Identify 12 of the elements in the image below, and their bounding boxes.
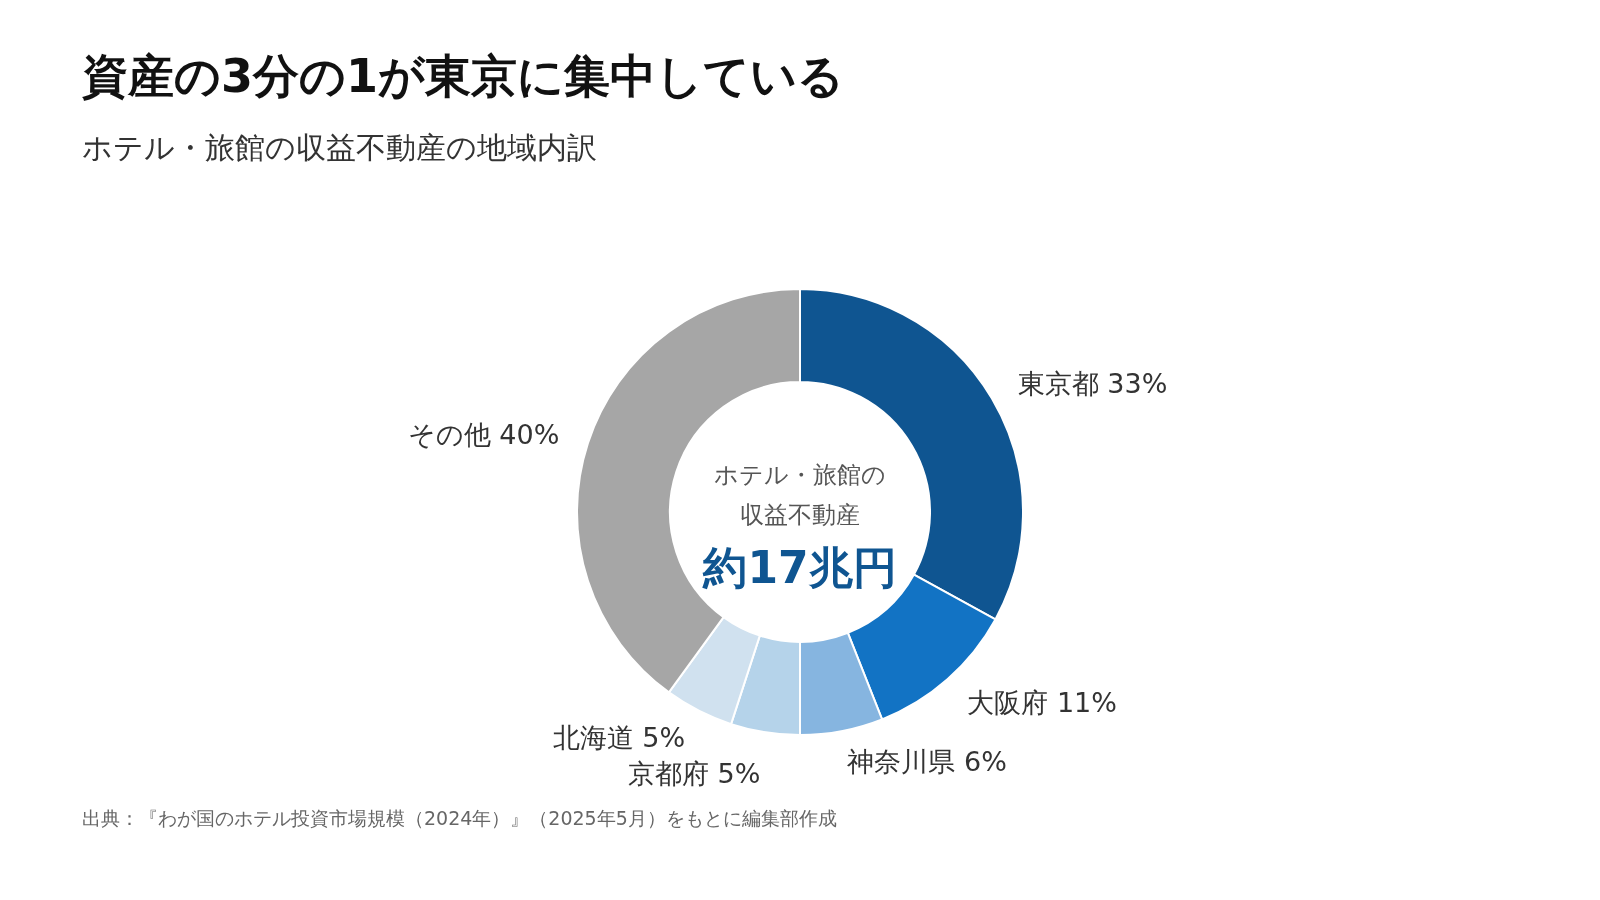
text: ホテル・旅館の — [714, 461, 886, 489]
source-note: 出典：『わが国のホテル投資市場規模（2024年）』（2025年5月）をもとに編集部作成 — [82, 807, 837, 829]
slice-label: 神奈川県 6% — [847, 745, 1007, 777]
chart-title: 資産の3分の1が東京に集中している — [82, 49, 845, 103]
text: 収益不動産 — [740, 501, 860, 529]
slice-label: その他 40% — [407, 418, 560, 450]
slice-label: 東京都 33% — [1017, 368, 1168, 400]
slice-label: 大阪府 11% — [967, 686, 1117, 718]
slice-label: 北海道 5% — [552, 722, 686, 754]
slice-label: 京都府 5% — [628, 758, 761, 790]
text: 約17兆円 — [702, 542, 897, 593]
chart-subtitle: ホテル・旅館の収益不動産の地域内訳 — [82, 130, 597, 165]
